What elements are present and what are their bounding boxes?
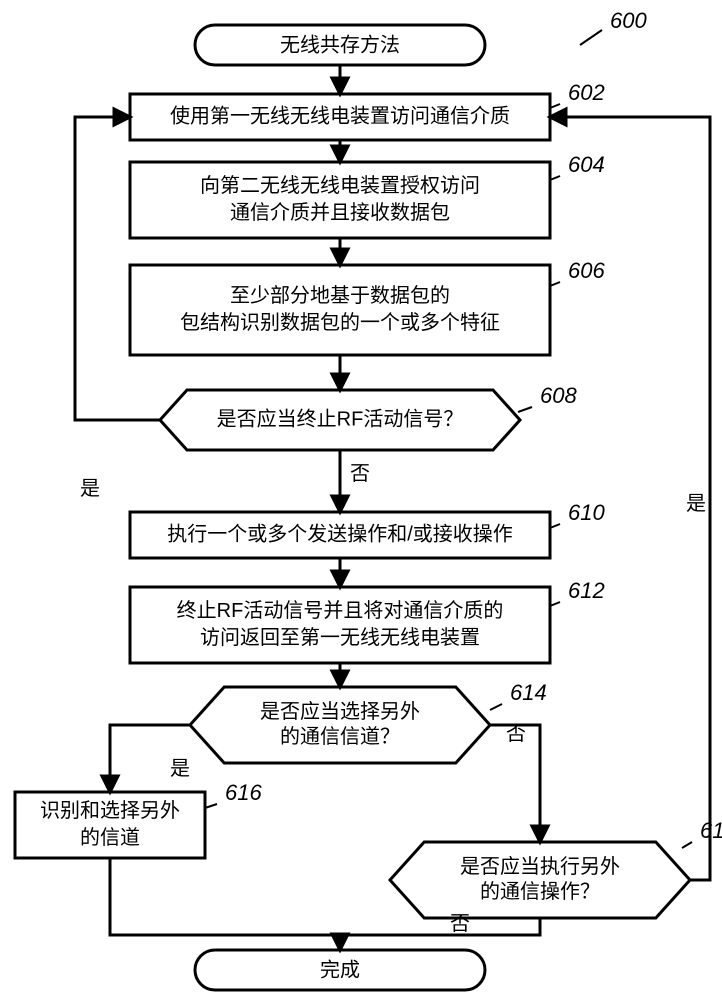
terminator-end: 完成 <box>195 950 485 990</box>
process-p602: 使用第一无线无线电装置访问通信介质 <box>130 94 550 140</box>
decision-d618: 是否应当执行另外的通信操作？ <box>390 842 690 918</box>
process-p606: 至少部分地基于数据包的包结构识别数据包的一个或多个特征 <box>130 265 550 355</box>
edge-label-4: 否 <box>350 463 370 485</box>
svg-text:的通信操作？: 的通信操作？ <box>480 880 600 903</box>
ref-num-618: 618 <box>700 818 722 843</box>
decision-d614: 是否应当选择另外的通信信道？ <box>190 687 490 763</box>
process-p610: 执行一个或多个发送操作和/或接收操作 <box>130 512 550 558</box>
process-p604: 向第二无线无线电装置授权访问通信介质并且接收数据包 <box>130 162 550 238</box>
ref-num-604: 604 <box>568 152 605 177</box>
svg-text:是否应当终止RF活动信号？: 是否应当终止RF活动信号？ <box>217 407 464 430</box>
svg-text:访问返回至第一无线无线电装置: 访问返回至第一无线无线电装置 <box>200 626 480 649</box>
ref-lead-618 <box>682 842 692 848</box>
svg-text:通信介质并且接收数据包: 通信介质并且接收数据包 <box>230 201 450 224</box>
edge-11 <box>340 918 540 935</box>
edge-label-9: 是 <box>170 758 190 780</box>
ref-num-616: 616 <box>225 780 262 805</box>
process-p616: 识别和选择另外的信道 <box>15 792 205 858</box>
ref-num-612: 612 <box>568 578 605 603</box>
edge-label-12: 是 <box>686 493 706 515</box>
svg-text:是否应当选择另外: 是否应当选择另外 <box>260 700 420 723</box>
svg-text:是否应当执行另外: 是否应当执行另外 <box>460 855 620 878</box>
svg-text:向第二无线无线电装置授权访问: 向第二无线无线电装置授权访问 <box>200 174 480 197</box>
svg-text:包结构识别数据包的一个或多个特征: 包结构识别数据包的一个或多个特征 <box>180 311 500 334</box>
svg-text:至少部分地基于数据包的: 至少部分地基于数据包的 <box>230 284 450 307</box>
ref-lead-608 <box>518 407 532 412</box>
edge-10 <box>110 858 340 950</box>
ref-lead-616 <box>205 804 217 808</box>
ref-num-600: 600 <box>610 8 647 33</box>
decision-d608: 是否应当终止RF活动信号？ <box>160 390 520 450</box>
ref-num-608: 608 <box>540 383 577 408</box>
svg-text:的通信信道？: 的通信信道？ <box>280 725 400 748</box>
svg-text:识别和选择另外: 识别和选择另外 <box>40 799 180 822</box>
edge-label-7: 是 <box>80 478 100 500</box>
edge-label-8: 否 <box>506 723 526 745</box>
ref-num-610: 610 <box>568 500 605 525</box>
svg-text:的信道: 的信道 <box>80 826 140 849</box>
svg-text:完成: 完成 <box>320 958 360 981</box>
ref-lead-614 <box>490 704 502 710</box>
svg-text:无线共存方法: 无线共存方法 <box>280 33 400 56</box>
ref-lead-600 <box>580 30 602 45</box>
svg-text:终止RF活动信号并且将对通信介质的: 终止RF活动信号并且将对通信介质的 <box>177 599 504 622</box>
terminator-start: 无线共存方法 <box>195 25 485 65</box>
svg-text:使用第一无线无线电装置访问通信介质: 使用第一无线无线电装置访问通信介质 <box>170 104 510 127</box>
process-p612: 终止RF活动信号并且将对通信介质的访问返回至第一无线无线电装置 <box>130 587 550 663</box>
svg-text:执行一个或多个发送操作和/或接收操作: 执行一个或多个发送操作和/或接收操作 <box>167 522 513 545</box>
ref-num-614: 614 <box>510 680 547 705</box>
ref-num-606: 606 <box>568 258 605 283</box>
ref-num-602: 602 <box>568 80 605 105</box>
edge-label-11: 否 <box>450 913 470 935</box>
